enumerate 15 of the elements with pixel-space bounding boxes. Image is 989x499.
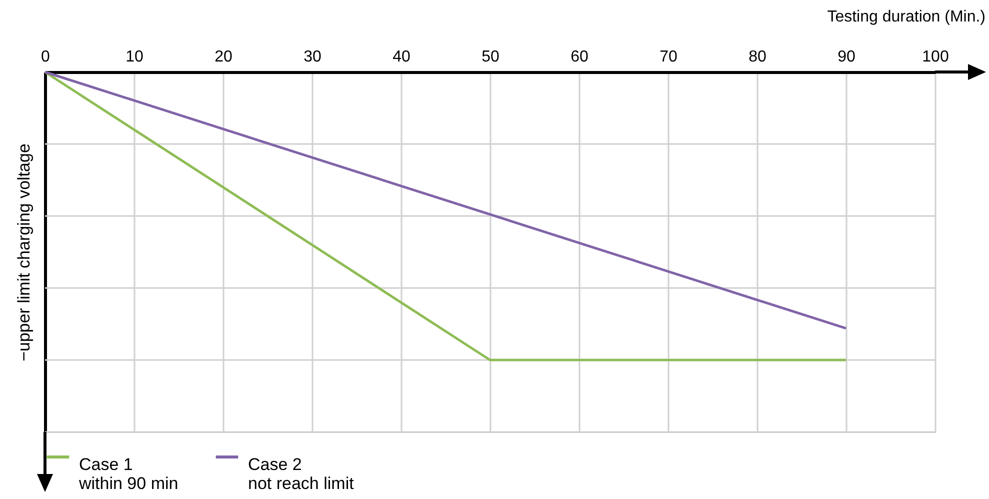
x-tick-label: 30: [304, 48, 322, 66]
x-tick-label: 0: [41, 48, 50, 66]
x-tick-label: 20: [214, 48, 232, 66]
x-tick-label: 40: [392, 48, 410, 66]
x-tick-label: 100: [922, 48, 949, 66]
x-tick-label: 70: [660, 48, 678, 66]
legend-label: Case 1 within 90 min: [78, 455, 178, 493]
x-tick-label: 50: [482, 48, 500, 66]
y-axis-title: −upper limit charging voltage: [14, 144, 34, 362]
x-tick-label: 60: [570, 48, 588, 66]
x-tick-label: 90: [838, 48, 856, 66]
legend-label: Case 2 not reach limit: [248, 455, 354, 493]
x-axis-title: Testing duration (Min.): [827, 8, 986, 26]
x-tick-label: 80: [748, 48, 766, 66]
x-tick-label: 10: [126, 48, 144, 66]
